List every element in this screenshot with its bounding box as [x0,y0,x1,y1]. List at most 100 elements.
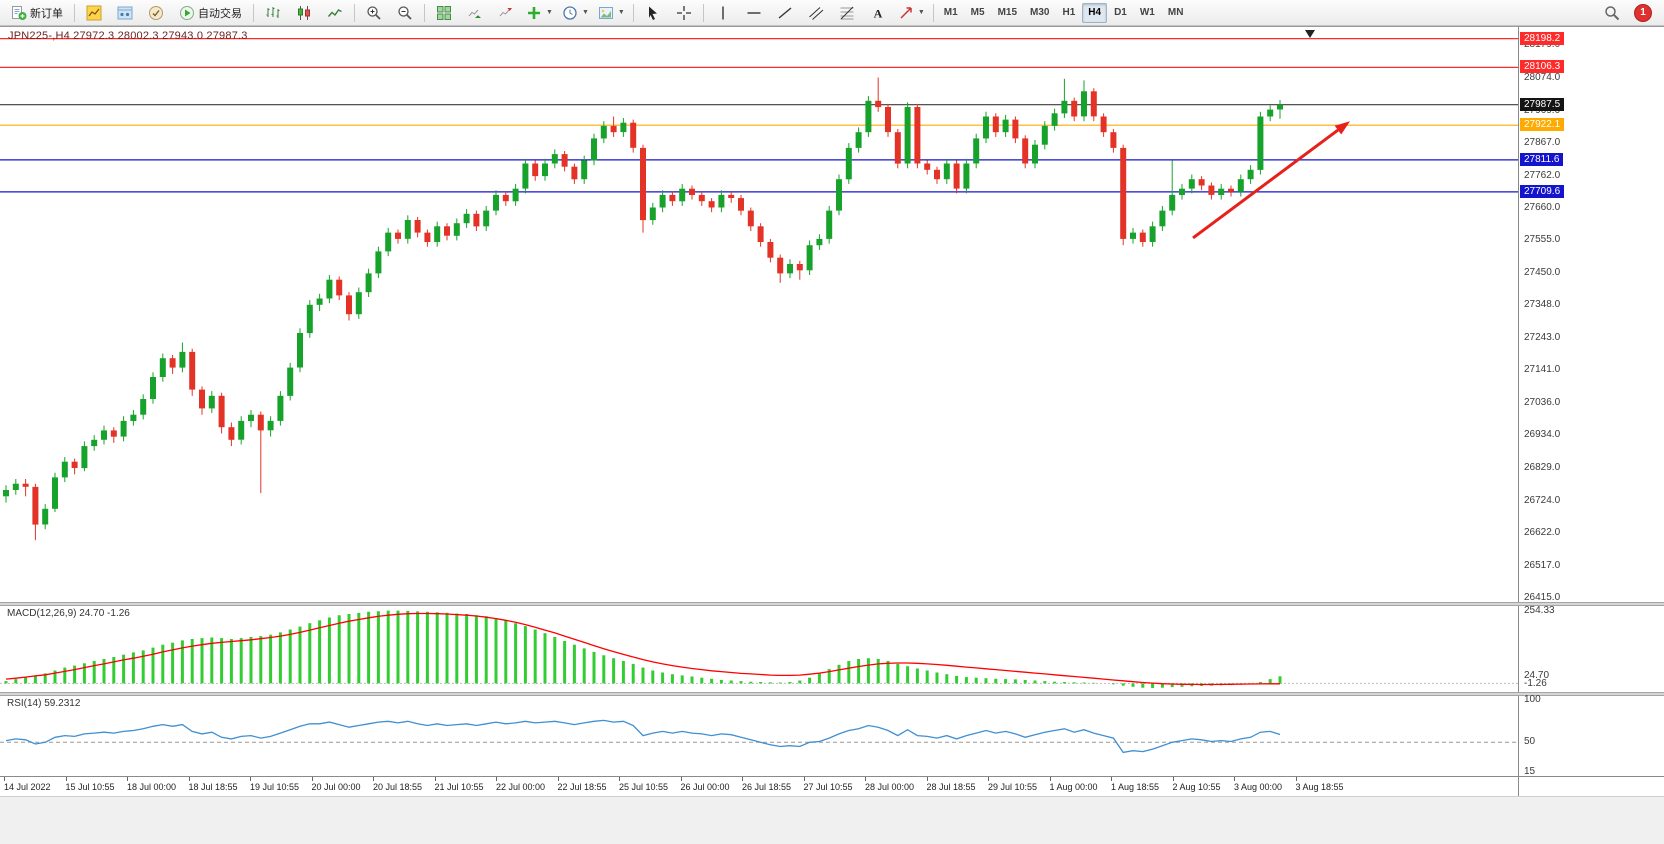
cursor-icon [645,5,661,21]
timeframe-h1-button[interactable]: H1 [1062,7,1076,18]
tile-windows-icon [436,5,452,21]
macd-axis-label: 24.70 [1524,670,1550,682]
rsi-axis-label: 100 [1524,694,1541,706]
main-chart-panel: JPN225-,H4 27972.3 28002.3 27943.0 27987… [0,26,1664,603]
price-tick: 28074.0 [1524,71,1561,83]
toolbar-separator [354,3,355,22]
templates-button[interactable]: ▼ [594,2,629,24]
rsi-canvas[interactable] [0,696,1518,776]
toolbar-separator [424,3,425,22]
new-order-icon [11,5,27,21]
chevron-down-icon: ▼ [617,9,625,16]
rsi-axis-label: 50 [1524,736,1536,748]
arrows-button[interactable]: ▼ [894,2,929,24]
timeframe-d1-button[interactable]: D1 [1114,7,1127,18]
fibonacci-button[interactable] [832,2,862,24]
price-badge: 27709.6 [1520,184,1565,198]
price-tick: 26724.0 [1524,495,1561,507]
new-order-button-label: 新订单 [30,7,63,20]
timeframe-w1-button[interactable]: W1 [1139,7,1155,18]
toolbar-separator [702,3,704,22]
main-chart-canvas[interactable] [0,27,1518,602]
bar-chart-button[interactable] [258,2,288,24]
timeframe-m30-button[interactable]: M30 [1030,7,1050,18]
toolbar-separator [74,3,75,22]
time-label: 29 Jul 10:55 [988,777,1038,792]
price-tick: 27450.0 [1524,267,1561,279]
tile-windows-button[interactable] [429,2,459,24]
time-label: 28 Jul 18:55 [926,777,976,792]
macd-axis[interactable]: 254.33 24.70 -1.26 [1518,604,1664,692]
search-icon [1604,5,1620,21]
periods-button[interactable]: ▼ [558,2,593,24]
timeframe-m1-button[interactable]: M1 [943,7,958,18]
toolbar: 新订单 自动交易 ▼ ▼ ▼ A ▼ M1 M5 M15 M30 H1 H4 D1 W1 MN 1 [0,0,1664,26]
timeframe-m5-button[interactable]: M5 [970,7,985,18]
price-tick: 27036.0 [1524,397,1561,409]
auto-scroll-button[interactable] [460,2,490,24]
cursor-button[interactable] [638,2,668,24]
chart-shift-button[interactable] [491,2,521,24]
zoom-in-icon [366,5,382,21]
price-badge: 27922.1 [1520,118,1565,132]
macd-panel: MACD(12,26,9) 24.70 -1.26 254.33 24.70 -1.… [0,604,1664,692]
periods-icon [562,5,578,21]
vertical-line-button[interactable] [708,2,738,24]
macd-axis-label: 254.33 [1524,604,1555,616]
templates-icon [598,5,614,21]
time-label: 18 Jul 00:00 [127,777,177,792]
chart-shift-icon [498,5,514,21]
macd-chart: MACD(12,26,9) 24.70 -1.26 [0,606,1518,692]
metaeditor-button[interactable] [141,2,171,24]
macd-canvas[interactable] [0,606,1518,692]
timeframe-mn-button[interactable]: MN [1167,7,1184,18]
trendline-button[interactable] [770,2,800,24]
macd-label: MACD(12,26,9) 24.70 -1.26 [7,608,130,619]
main-chart: JPN225-,H4 27972.3 28002.3 27943.0 27987… [0,27,1518,602]
channel-button[interactable] [801,2,831,24]
chevron-down-icon: ▼ [546,9,553,16]
chart-window-button[interactable] [79,2,109,24]
rsi-chart: RSI(14) 59.2312 [0,696,1518,776]
timeframe-m15-button[interactable]: M15 [997,7,1018,18]
line-chart-button[interactable] [320,2,350,24]
crosshair-icon [676,5,692,21]
search-button[interactable] [1597,2,1627,24]
indicators-icon [526,5,542,21]
chart-symbol-ohlc: JPN225-,H4 27972.3 28002.3 27943.0 27987… [8,30,248,42]
toolbar-separator [632,3,634,22]
price-badge: 28198.2 [1520,31,1565,45]
new-order-button[interactable]: 新订单 [4,2,70,24]
time-label: 14 Jul 2022 [4,777,51,792]
chart-window-icon [86,5,102,21]
time-label: 26 Jul 18:55 [742,777,792,792]
price-tick: 26934.0 [1524,429,1561,441]
time-axis[interactable]: 14 Jul 2022 15 Jul 10:55 18 Jul 00:00 18 Ju… [0,777,1518,796]
time-label: 2 Aug 10:55 [1172,777,1221,792]
rsi-panel-splitter[interactable] [0,692,1664,696]
bottom-filler [0,796,1664,844]
metaeditor-icon [148,5,164,21]
autotrading-button[interactable]: 自动交易 [172,2,249,24]
indicators-button[interactable]: ▼ [522,2,557,24]
profiles-icon [117,5,133,21]
notifications-badge[interactable]: 1 [1634,3,1652,22]
price-tick: 27243.0 [1524,332,1561,344]
horizontal-line-button[interactable] [739,2,769,24]
crosshair-button[interactable] [669,2,699,24]
trendline-icon [777,5,793,21]
price-axis[interactable]: 28179.028074.027969.027867.027762.027660… [1518,27,1664,603]
text-button[interactable]: A [863,2,893,24]
time-label: 15 Jul 10:55 [65,777,115,792]
zoom-in-button[interactable] [359,2,389,24]
zoom-out-button[interactable] [390,2,420,24]
profiles-button[interactable] [110,2,140,24]
candlestick-chart-button[interactable] [289,2,319,24]
time-label: 25 Jul 10:55 [619,777,669,792]
price-tick: 27141.0 [1524,364,1561,376]
timeframe-h4-button[interactable]: H4 [1082,2,1108,23]
macd-panel-splitter[interactable] [0,602,1664,606]
rsi-axis[interactable]: 100 50 15 [1518,694,1664,777]
chevron-down-icon: ▼ [581,9,589,16]
